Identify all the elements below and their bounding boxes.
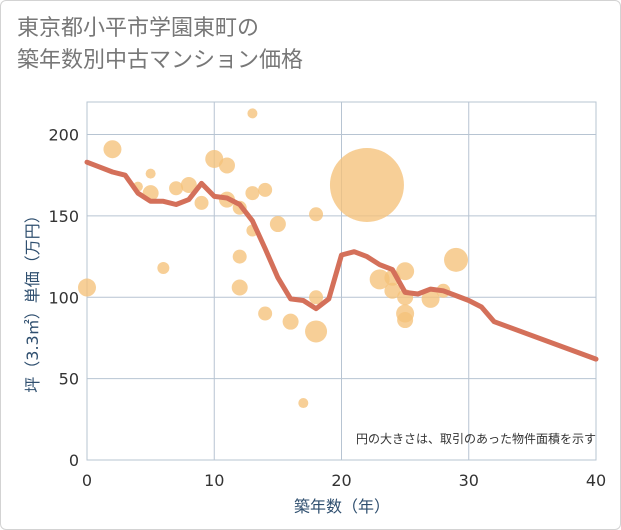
trend-line-layer	[84, 159, 599, 362]
trend-line	[84, 159, 599, 362]
bubble-point	[369, 269, 390, 290]
bubble-point	[397, 312, 414, 329]
bubble-point	[145, 168, 156, 179]
y-tick-label: 0	[69, 451, 79, 470]
bubble-point	[258, 306, 273, 321]
bubble-point	[444, 247, 469, 272]
bubble-point	[298, 398, 309, 409]
bubble-point	[218, 157, 235, 174]
bubble-point	[180, 176, 197, 193]
y-tick-label: 200	[48, 126, 79, 145]
bubble-point	[232, 249, 247, 264]
bubble-point	[205, 149, 224, 168]
y-axis-label: 坪（3.3㎡）単価（万円）	[23, 207, 42, 392]
x-tick-label: 0	[82, 471, 92, 490]
bubble-point	[329, 147, 404, 222]
bubble-point	[78, 278, 96, 297]
x-tick-label: 30	[459, 471, 479, 490]
grid	[86, 101, 597, 461]
x-tick-label: 10	[204, 471, 224, 490]
bubble-point	[258, 182, 273, 197]
chart-title: 東京都小平市学園東町の 築年数別中古マンション価格	[17, 16, 304, 73]
bubble-layer	[78, 108, 469, 409]
bubble-point	[282, 313, 299, 330]
bubble-point	[269, 216, 286, 233]
bubble-point	[247, 108, 258, 119]
bubble-point	[103, 140, 122, 159]
y-tick-label: 150	[48, 207, 79, 226]
bubble-point	[396, 262, 415, 281]
x-tick-label: 20	[331, 471, 351, 490]
bubble-point	[169, 181, 184, 196]
bubble-point	[194, 195, 209, 210]
y-tick-label: 100	[48, 288, 79, 307]
bubble-point	[305, 320, 328, 343]
bubble-point	[384, 282, 401, 299]
y-tick-label: 50	[59, 370, 79, 389]
bubble-point	[157, 261, 170, 274]
size-note: 円の大きさは、取引のあった物件面積を示す	[356, 431, 596, 446]
bubble-point	[421, 289, 440, 308]
bubble-point	[245, 186, 260, 201]
x-tick-label: 40	[586, 471, 606, 490]
tick-labels: 0 10 20 30 40 0 50 100 150 200	[48, 126, 606, 490]
x-axis-label: 築年数（年）	[294, 497, 390, 516]
bubble-point	[309, 207, 324, 222]
bubble-point	[231, 279, 248, 296]
bubble-point	[309, 290, 324, 305]
